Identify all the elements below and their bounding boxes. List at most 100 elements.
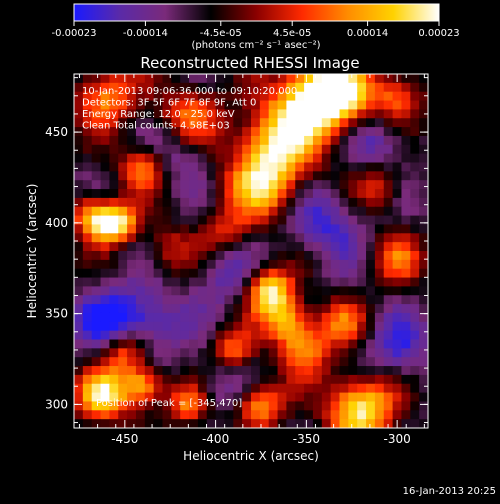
heatmap-cell xyxy=(330,242,341,252)
heatmap-cell xyxy=(144,259,155,270)
heatmap-cell xyxy=(127,206,137,217)
heatmap-cell xyxy=(197,144,208,155)
heatmap-cell xyxy=(135,74,146,84)
heatmap-cell xyxy=(180,74,190,84)
heatmap-cell xyxy=(321,392,332,403)
heatmap-cell xyxy=(304,251,314,261)
heatmap-cell xyxy=(144,215,155,226)
heatmap-cell xyxy=(401,109,411,119)
heatmap-cell xyxy=(374,286,385,296)
heatmap-cell xyxy=(109,135,119,146)
heatmap-cell xyxy=(268,392,279,403)
heatmap-cell xyxy=(286,162,296,172)
heatmap-cell xyxy=(144,268,155,279)
heatmap-cell xyxy=(100,135,110,146)
plot-frame xyxy=(73,73,429,429)
heatmap-cell xyxy=(91,277,102,287)
heatmap-cell xyxy=(162,251,172,261)
heatmap-cell xyxy=(321,312,332,323)
heatmap-cell xyxy=(357,242,367,252)
heatmap-cell xyxy=(419,100,428,110)
heatmap-cell xyxy=(82,348,93,358)
heatmap-cell xyxy=(401,339,411,349)
heatmap-cell xyxy=(286,348,296,358)
heatmap-cell xyxy=(251,153,261,164)
heatmap-cell xyxy=(259,304,270,314)
heatmap-cell xyxy=(374,82,385,93)
heatmap-cell xyxy=(304,162,314,172)
heatmap-cell xyxy=(330,189,341,199)
heatmap-cell xyxy=(224,233,234,243)
heatmap-cell xyxy=(392,339,403,349)
heatmap-cell xyxy=(383,374,394,385)
heatmap-cell xyxy=(348,321,358,332)
heatmap-cell xyxy=(242,242,252,252)
heatmap-cell xyxy=(401,312,411,323)
colorbar-tick-label: -0.00014 xyxy=(123,28,168,39)
heatmap-cell xyxy=(100,189,110,199)
heatmap-cell xyxy=(109,127,119,137)
heatmap-cell xyxy=(259,74,270,84)
heatmap-cell xyxy=(366,153,376,164)
heatmap-cell xyxy=(135,215,146,226)
heatmap-cell xyxy=(330,74,341,84)
heatmap-cell xyxy=(242,321,252,332)
heatmap-cell xyxy=(286,215,296,226)
heatmap-cell xyxy=(410,357,420,367)
heatmap-cell xyxy=(251,259,261,270)
heatmap-cell xyxy=(206,144,217,155)
heatmap-cell xyxy=(206,357,217,367)
heatmap-cell xyxy=(251,100,261,110)
heatmap-cell xyxy=(259,286,270,296)
heatmap-cell xyxy=(295,180,305,190)
heatmap-cell xyxy=(330,118,341,128)
heatmap-cell xyxy=(144,153,155,164)
heatmap-cell xyxy=(392,330,403,341)
heatmap-cell xyxy=(224,277,234,287)
heatmap-cell xyxy=(392,410,403,420)
heatmap-cell xyxy=(339,215,349,226)
heatmap-cell xyxy=(277,401,287,411)
x-tick-label: -400 xyxy=(202,432,229,446)
heatmap-cell xyxy=(357,251,367,261)
heatmap-cell xyxy=(197,321,208,332)
heatmap-cell xyxy=(392,215,403,226)
heatmap-cell xyxy=(171,74,181,84)
heatmap-cell xyxy=(233,127,243,137)
heatmap-cell xyxy=(189,295,199,305)
heatmap-cell xyxy=(268,251,279,261)
heatmap-cell xyxy=(286,321,296,332)
heatmap-cell xyxy=(321,233,332,243)
heatmap-cell xyxy=(374,171,385,181)
heatmap-cell xyxy=(206,286,217,296)
heatmap-cell xyxy=(224,286,234,296)
heatmap-cell xyxy=(312,330,323,341)
heatmap-cell xyxy=(100,127,110,137)
heatmap-cell xyxy=(268,268,279,279)
heatmap-cell xyxy=(366,109,376,119)
heatmap-cell xyxy=(144,91,155,102)
heatmap-cell xyxy=(91,74,102,84)
heatmap-cell xyxy=(419,224,428,234)
heatmap-cell xyxy=(286,127,296,137)
heatmap-cell xyxy=(180,401,190,411)
heatmap-cell xyxy=(233,312,243,323)
heatmap-cell xyxy=(339,206,349,217)
heatmap-cell xyxy=(277,171,287,181)
heatmap-cell xyxy=(171,135,181,146)
heatmap-cell xyxy=(366,162,376,172)
heatmap-cell xyxy=(197,259,208,270)
heatmap-cell xyxy=(374,330,385,341)
heatmap-cell xyxy=(144,286,155,296)
heatmap-cell xyxy=(189,144,199,155)
heatmap-cell xyxy=(295,144,305,155)
heatmap-cell xyxy=(91,357,102,367)
heatmap-cell xyxy=(348,215,358,226)
heatmap-cell xyxy=(180,127,190,137)
heatmap-cell xyxy=(419,74,428,84)
heatmap-cell xyxy=(127,82,137,93)
heatmap-cell xyxy=(321,348,332,358)
heatmap-cell xyxy=(180,206,190,217)
heatmap-cell xyxy=(304,118,314,128)
heatmap-cell xyxy=(366,180,376,190)
